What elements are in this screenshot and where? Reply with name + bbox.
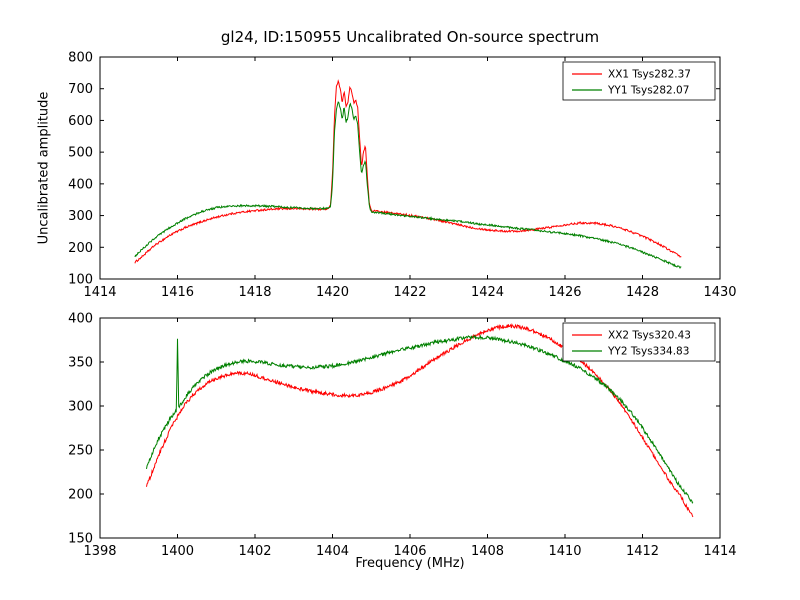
y-tick-label: 400 [68,177,93,192]
y-tick-label: 700 [68,82,93,97]
x-tick-label: 1408 [471,544,504,559]
y-tick-label: 350 [68,356,93,371]
y-tick-label: 150 [68,532,93,547]
x-tick-label: 1428 [626,285,659,300]
top-ylabel: Uncalibrated amplitude [36,91,52,245]
y-tick-label: 500 [68,146,93,161]
y-tick-label: 100 [68,273,93,288]
x-tick-label: 1416 [161,285,194,300]
x-tick-label: 1400 [161,544,194,559]
x-tick-label: 1418 [238,285,271,300]
x-tick-label: 1422 [393,285,426,300]
y-tick-label: 200 [68,488,93,503]
legend-label: XX2 Tsys320.43 [608,330,691,342]
figure-title: gl24, ID:150955 Uncalibrated On-source s… [220,28,600,46]
y-tick-label: 800 [68,51,93,66]
x-tick-label: 1414 [83,285,116,300]
legend-box [562,61,716,101]
x-tick-label: 1404 [316,544,349,559]
legend-label: YY1 Tsys282.07 [607,85,689,97]
y-tick-label: 400 [68,312,93,327]
x-tick-label: 1406 [393,544,426,559]
series-line-YY2 [146,334,694,504]
y-tick-label: 300 [68,209,93,224]
x-tick-label: 1412 [626,544,659,559]
x-tick-label: 1430 [703,285,736,300]
x-tick-label: 1420 [316,285,349,300]
legend-box [562,322,716,362]
bottom-xlabel: Frequency (MHz) [355,556,465,571]
x-tick-label: 1426 [548,285,581,300]
series-line-YY1 [134,101,682,270]
x-tick-label: 1414 [703,544,736,559]
series-line-XX2 [146,322,694,518]
legend-label: XX1 Tsys282.37 [608,69,691,81]
x-tick-label: 1402 [238,544,271,559]
x-tick-label: 1424 [471,285,504,300]
x-tick-label: 1398 [83,544,116,559]
y-tick-label: 600 [68,114,93,129]
x-tick-label: 1410 [548,544,581,559]
y-tick-label: 200 [68,241,93,256]
y-tick-label: 250 [68,444,93,459]
y-tick-label: 300 [68,400,93,415]
legend-label: YY2 Tsys334.83 [607,346,689,358]
subplot-1: 1398 1400 1402 1404 1406 1408 1410 1412 1414 150 2… [68,312,736,560]
subplot-0: 1414 1416 1418 1420 1422 1424 1426 1428 1430 100 2… [68,51,736,301]
